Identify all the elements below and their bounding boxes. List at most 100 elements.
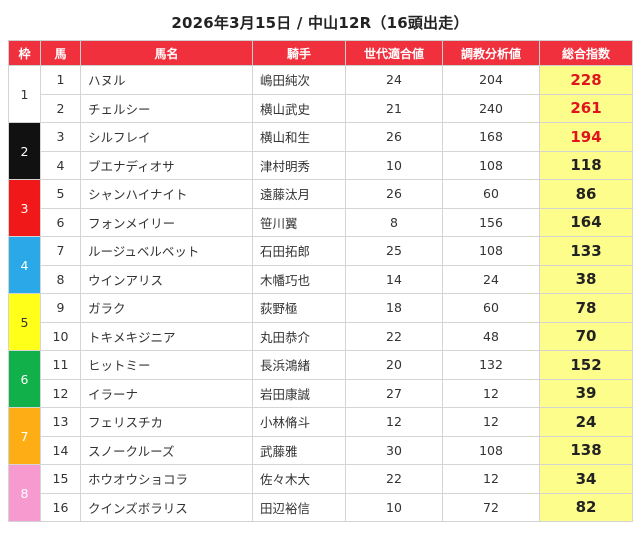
jockey-cell: 小林脩斗	[252, 407, 346, 437]
horse-number-cell: 11	[40, 350, 81, 380]
jockey-cell: 丸田恭介	[252, 321, 346, 351]
table-row: 2 チェルシー 横山武史 21 240 261	[9, 93, 633, 123]
horse-name-cell: シルフレイ	[80, 122, 253, 152]
horse-number-cell: 4	[40, 150, 81, 180]
table-row: 6 フォンメイリー 笹川翼 8 156 164	[9, 207, 633, 237]
training-analysis-cell: 72	[442, 492, 540, 522]
training-analysis-cell: 240	[442, 93, 540, 123]
table-row: 3 5 シャンハイナイト 遠藤汰月 26 60 86	[8, 179, 633, 237]
horse-number-cell: 8	[40, 264, 81, 294]
jockey-cell: 嶋田純次	[252, 65, 346, 95]
race-table: 枠 馬 馬名 騎手 世代適合値 調教分析値 総合指数 1 1 ハヌル 嶋田純次 24 20…	[8, 40, 633, 522]
total-index-cell: 152	[539, 350, 633, 380]
horse-name-cell: クインズボラリス	[80, 492, 253, 522]
table-row: 12 イラーナ 岩田康誠 27 12 39	[9, 378, 633, 408]
total-index-cell: 38	[539, 264, 633, 294]
table-row: 2 3 シルフレイ 横山和生 26 168 194	[8, 122, 633, 180]
horse-number-cell: 16	[40, 492, 81, 522]
generation-fit-cell: 26	[345, 122, 443, 152]
waku-cell: 3	[8, 179, 41, 237]
table-row: 6 11 ヒットミー 長浜鴻緒 20 132 152	[8, 350, 633, 408]
jockey-cell: 荻野極	[252, 293, 346, 323]
training-analysis-cell: 132	[442, 350, 540, 380]
table-row: 4 7 ルージュベルベット 石田拓郎 25 108 133	[8, 236, 633, 294]
table-row: 16 クインズボラリス 田辺裕信 10 72 82	[9, 492, 633, 522]
generation-fit-cell: 21	[345, 93, 443, 123]
total-index-cell: 39	[539, 378, 633, 408]
header-waku: 枠	[8, 40, 41, 66]
training-analysis-cell: 60	[442, 179, 540, 209]
waku-cell: 1	[8, 65, 41, 123]
training-analysis-cell: 12	[442, 378, 540, 408]
training-analysis-cell: 204	[442, 65, 540, 95]
waku-cell: 6	[8, 350, 41, 408]
jockey-cell: 横山和生	[252, 122, 346, 152]
training-analysis-cell: 48	[442, 321, 540, 351]
horse-name-cell: ホウオウショコラ	[80, 464, 253, 494]
table-row: 5 9 ガラク 荻野極 18 60 78	[8, 293, 633, 351]
waku-cell: 4	[8, 236, 41, 294]
total-index-cell: 24	[539, 407, 633, 437]
header-horse-name: 馬名	[80, 40, 253, 66]
table-row: 14 スノークルーズ 武藤雅 30 108 138	[9, 435, 633, 465]
horse-name-cell: ハヌル	[80, 65, 253, 95]
table-row: 7 13 フェリスチカ 小林脩斗 12 12 24	[8, 407, 633, 465]
generation-fit-cell: 10	[345, 150, 443, 180]
waku-cell: 8	[8, 464, 41, 522]
horse-number-cell: 12	[40, 378, 81, 408]
page-title: 2026年3月15日 / 中山12R（16頭出走）	[171, 14, 469, 32]
jockey-cell: 佐々木大	[252, 464, 346, 494]
jockey-cell: 木幡巧也	[252, 264, 346, 294]
generation-fit-cell: 24	[345, 65, 443, 95]
horse-number-cell: 14	[40, 435, 81, 465]
generation-fit-cell: 30	[345, 435, 443, 465]
training-analysis-cell: 108	[442, 435, 540, 465]
horse-number-cell: 6	[40, 207, 81, 237]
horse-number-cell: 15	[40, 464, 81, 494]
horse-name-cell: シャンハイナイト	[80, 179, 253, 209]
header-row: 枠 馬 馬名 騎手 世代適合値 調教分析値 総合指数	[8, 40, 633, 66]
table-row: 10 トキメキジニア 丸田恭介 22 48 70	[9, 321, 633, 351]
generation-fit-cell: 18	[345, 293, 443, 323]
total-index-cell: 261	[539, 93, 633, 123]
horse-name-cell: チェルシー	[80, 93, 253, 123]
jockey-cell: 田辺裕信	[252, 492, 346, 522]
horse-name-cell: ルージュベルベット	[80, 236, 253, 266]
generation-fit-cell: 14	[345, 264, 443, 294]
header-jockey: 騎手	[252, 40, 346, 66]
jockey-cell: 横山武史	[252, 93, 346, 123]
jockey-cell: 武藤雅	[252, 435, 346, 465]
training-analysis-cell: 108	[442, 150, 540, 180]
horse-name-cell: トキメキジニア	[80, 321, 253, 351]
total-index-cell: 34	[539, 464, 633, 494]
jockey-cell: 笹川翼	[252, 207, 346, 237]
generation-fit-cell: 20	[345, 350, 443, 380]
training-analysis-cell: 108	[442, 236, 540, 266]
total-index-cell: 164	[539, 207, 633, 237]
generation-fit-cell: 26	[345, 179, 443, 209]
waku-cell: 7	[8, 407, 41, 465]
horse-name-cell: ヒットミー	[80, 350, 253, 380]
training-analysis-cell: 156	[442, 207, 540, 237]
horse-name-cell: ガラク	[80, 293, 253, 323]
horse-name-cell: フェリスチカ	[80, 407, 253, 437]
generation-fit-cell: 22	[345, 464, 443, 494]
table-row: 8 15 ホウオウショコラ 佐々木大 22 12 34	[8, 464, 633, 522]
generation-fit-cell: 10	[345, 492, 443, 522]
total-index-cell: 70	[539, 321, 633, 351]
horse-number-cell: 7	[40, 236, 81, 266]
total-index-cell: 228	[539, 65, 633, 95]
training-analysis-cell: 24	[442, 264, 540, 294]
waku-cell: 5	[8, 293, 41, 351]
training-analysis-cell: 168	[442, 122, 540, 152]
horse-name-cell: ブエナディオサ	[80, 150, 253, 180]
horse-name-cell: イラーナ	[80, 378, 253, 408]
total-index-cell: 118	[539, 150, 633, 180]
total-index-cell: 133	[539, 236, 633, 266]
horse-number-cell: 10	[40, 321, 81, 351]
jockey-cell: 津村明秀	[252, 150, 346, 180]
training-analysis-cell: 12	[442, 407, 540, 437]
header-training-analysis: 調教分析値	[442, 40, 540, 66]
total-index-cell: 138	[539, 435, 633, 465]
header-horse-number: 馬	[40, 40, 81, 66]
